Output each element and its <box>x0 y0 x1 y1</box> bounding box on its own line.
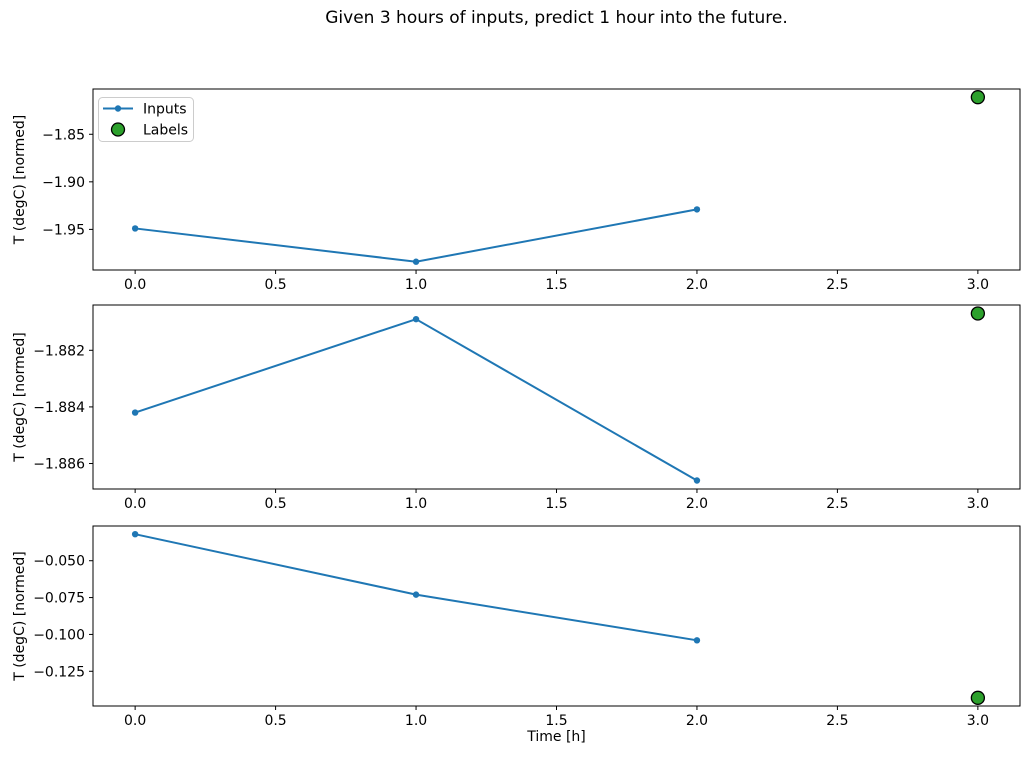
axes-frame <box>92 304 1021 490</box>
x-tick-label: 0.0 <box>124 713 146 729</box>
x-tick-label: 2.5 <box>826 496 848 512</box>
inputs-point <box>412 258 420 265</box>
x-tick-label: 2.5 <box>826 713 848 729</box>
x-tick-label: 3.0 <box>967 713 989 729</box>
x-tick-label: 1.0 <box>405 277 427 293</box>
y-tick-label: −1.95 <box>42 222 85 238</box>
inputs-point <box>131 530 139 538</box>
inputs-line <box>135 208 698 263</box>
y-tick-label: −1.886 <box>33 457 85 473</box>
y-tick-label: −1.882 <box>33 343 85 359</box>
x-tick-label: 2.5 <box>826 277 848 293</box>
labels-point <box>970 306 986 321</box>
legend-labels-marker-icon <box>110 122 126 137</box>
inputs-line <box>134 533 698 642</box>
x-tick-label: 0.0 <box>124 277 146 293</box>
chart-title: Given 3 hours of inputs, predict 1 hour … <box>325 8 788 28</box>
x-tick-label: 1.5 <box>545 277 567 293</box>
legend-label: Inputs <box>143 102 187 118</box>
inputs-point <box>693 637 701 644</box>
legend-inputs-marker-icon <box>114 105 122 112</box>
y-axis-title: T (degC) [normed] <box>12 551 28 682</box>
inputs-point <box>412 591 420 598</box>
x-tick-label: 1.5 <box>545 713 567 729</box>
x-axis-label: Time [h] <box>527 729 586 745</box>
y-tick-label: −1.90 <box>42 175 85 191</box>
x-tick-label: 3.0 <box>967 277 989 293</box>
axes-frame <box>92 525 1021 707</box>
x-tick-label: 0.0 <box>124 496 146 512</box>
x-tick-label: 2.0 <box>686 713 708 729</box>
y-tick-label: −0.100 <box>33 627 85 643</box>
inputs-point <box>412 315 420 323</box>
y-axis-title: T (degC) [normed] <box>12 332 28 463</box>
inputs-point <box>693 477 701 484</box>
inputs-point <box>131 409 139 416</box>
legend-label: Labels <box>143 123 188 139</box>
inputs-point <box>693 206 701 213</box>
x-tick-label: 0.5 <box>264 713 286 729</box>
labels-point <box>970 90 986 105</box>
y-axis-title: T (degC) [normed] <box>12 115 28 246</box>
x-tick-label: 0.5 <box>264 277 286 293</box>
inputs-line <box>134 318 698 482</box>
y-tick-label: −0.050 <box>33 554 85 570</box>
x-tick-label: 0.5 <box>264 496 286 512</box>
x-tick-label: 3.0 <box>967 496 989 512</box>
y-tick-label: −0.125 <box>33 664 85 680</box>
x-tick-label: 1.0 <box>405 496 427 512</box>
x-tick-label: 1.5 <box>545 496 567 512</box>
y-tick-label: −1.884 <box>33 400 85 416</box>
labels-point <box>970 690 986 705</box>
y-tick-label: −0.075 <box>33 591 85 607</box>
x-tick-label: 2.0 <box>686 496 708 512</box>
inputs-point <box>131 225 139 232</box>
y-tick-label: −1.85 <box>42 127 85 143</box>
x-tick-label: 1.0 <box>405 713 427 729</box>
x-tick-label: 2.0 <box>686 277 708 293</box>
axes-frame <box>92 88 1021 271</box>
